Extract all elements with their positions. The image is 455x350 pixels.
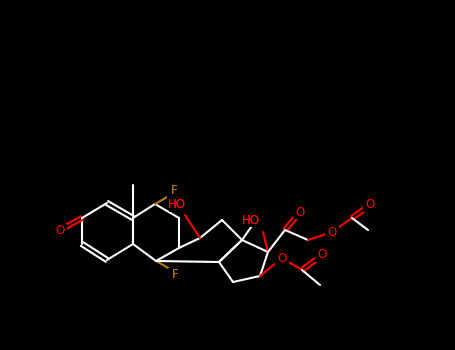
Text: O: O: [328, 225, 337, 238]
Bar: [168, 267, 182, 280]
Bar: [53, 224, 67, 237]
Text: O: O: [365, 198, 374, 211]
Bar: [169, 198, 185, 211]
Text: O: O: [318, 248, 327, 261]
Text: HO: HO: [168, 198, 186, 211]
Text: F: F: [172, 267, 178, 280]
Text: HO: HO: [242, 214, 260, 226]
Bar: [363, 198, 377, 211]
Bar: [167, 184, 181, 197]
Text: F: F: [172, 267, 178, 280]
Text: O: O: [295, 205, 305, 218]
Text: HO: HO: [168, 198, 186, 211]
Bar: [168, 267, 182, 280]
Text: HO: HO: [242, 214, 260, 226]
Text: F: F: [171, 184, 177, 197]
Text: F: F: [171, 184, 177, 197]
Text: O: O: [278, 252, 287, 265]
Bar: [293, 205, 307, 218]
Text: O: O: [56, 224, 65, 237]
Bar: [169, 198, 185, 211]
Bar: [243, 214, 259, 226]
Bar: [275, 252, 289, 265]
Bar: [325, 225, 339, 238]
Bar: [315, 248, 329, 261]
Bar: [243, 214, 259, 226]
Bar: [167, 184, 181, 197]
